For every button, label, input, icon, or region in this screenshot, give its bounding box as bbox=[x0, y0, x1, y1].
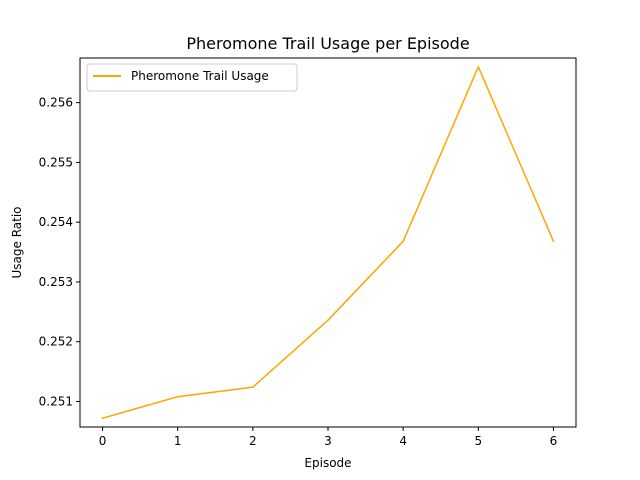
chart-title: Pheromone Trail Usage per Episode bbox=[186, 34, 469, 53]
y-tick-label: 0.254 bbox=[39, 215, 73, 229]
y-tick-label: 0.256 bbox=[39, 96, 73, 110]
y-axis-ticks: 0.251 0.252 0.253 0.254 0.255 0.256 bbox=[39, 96, 80, 408]
x-tick-label: 2 bbox=[249, 434, 257, 448]
legend-label: Pheromone Trail Usage bbox=[131, 69, 269, 83]
y-tick-label: 0.251 bbox=[39, 394, 73, 408]
x-tick-label: 0 bbox=[99, 434, 107, 448]
series-line bbox=[101, 66, 555, 420]
x-tick-label: 4 bbox=[399, 434, 407, 448]
x-tick-label: 1 bbox=[174, 434, 182, 448]
x-tick-label: 6 bbox=[550, 434, 558, 448]
series-layer bbox=[101, 66, 555, 420]
y-tick-label: 0.255 bbox=[39, 155, 73, 169]
x-axis-label: Episode bbox=[304, 456, 351, 470]
y-tick-label: 0.252 bbox=[39, 335, 73, 349]
x-tick-label: 3 bbox=[324, 434, 332, 448]
legend-box bbox=[86, 63, 298, 92]
legend: Pheromone Trail Usage bbox=[86, 63, 298, 92]
x-tick-label: 5 bbox=[474, 434, 482, 448]
y-axis-label: Usage Ratio bbox=[10, 206, 24, 278]
x-axis-ticks: 0 1 2 3 4 5 6 bbox=[99, 427, 558, 448]
y-tick-label: 0.253 bbox=[39, 275, 73, 289]
